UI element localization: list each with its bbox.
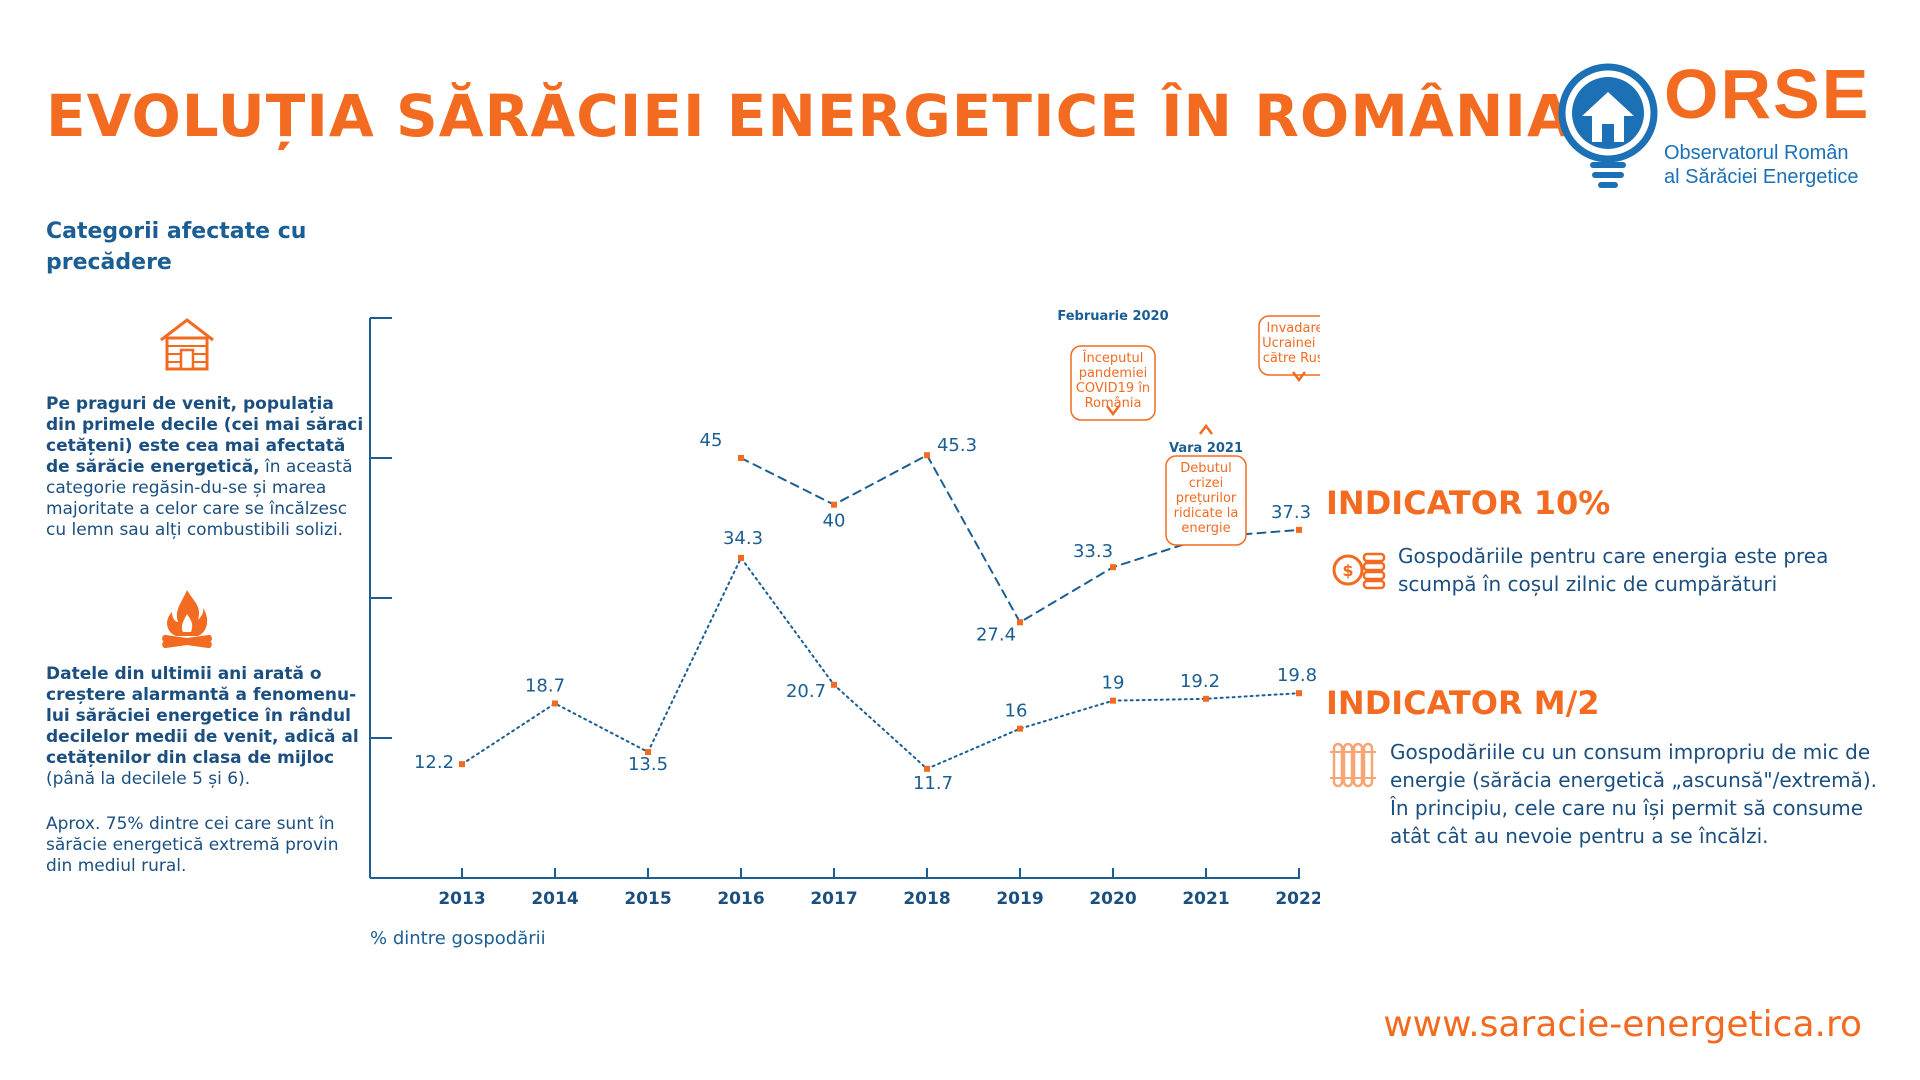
logo-brand: ORSE bbox=[1664, 55, 1871, 133]
data-label: 33.3 bbox=[1073, 541, 1113, 562]
sidebar-block-3: Aprox. 75% dintre cei care sunt în sărăc… bbox=[46, 814, 339, 876]
sidebar-block-1-rest: în această categorie regăsin-du-se și ma… bbox=[46, 457, 353, 540]
x-tick-label: 2015 bbox=[624, 889, 671, 909]
annotation-text: Invadarea bbox=[1267, 321, 1320, 336]
data-label: 11.7 bbox=[913, 773, 953, 794]
series-line-1 bbox=[461, 555, 1300, 770]
indicator-10-title: INDICATOR 10% bbox=[1326, 484, 1611, 522]
annotation-arrow bbox=[1292, 371, 1306, 383]
data-label: 45 bbox=[700, 430, 723, 451]
website-link[interactable]: www.saracie-energetica.ro bbox=[1383, 1004, 1862, 1045]
data-point bbox=[738, 455, 744, 461]
lightbulb-house-icon bbox=[1558, 63, 1658, 188]
annotation-date: Februarie 2020 bbox=[1057, 309, 1168, 324]
annotation-text: Ucrainei de bbox=[1262, 336, 1320, 351]
x-tick-label: 2022 bbox=[1275, 889, 1320, 909]
page-title: EVOLUȚIA SĂRĂCIEI ENERGETICE ÎN ROMÂNIA bbox=[46, 82, 1573, 150]
sidebar-block-2-rest: (până la decilele 5 și 6). bbox=[46, 769, 251, 789]
annotation-text: Începutul bbox=[1082, 350, 1144, 366]
annotation-text: crizei bbox=[1189, 476, 1224, 491]
data-label: 20.7 bbox=[786, 681, 826, 702]
indicator-m2-title: INDICATOR M/2 bbox=[1326, 684, 1600, 722]
data-point bbox=[1110, 697, 1116, 704]
sidebar-block-2: Datele din ultimii ani arată o creștere … bbox=[46, 664, 366, 790]
logo-subtitle-1: Observatorul Român bbox=[1664, 142, 1849, 164]
data-label: 27.4 bbox=[976, 624, 1016, 645]
data-point bbox=[1017, 725, 1023, 732]
logo-subtitle-2: al Sărăciei Energetice bbox=[1664, 166, 1859, 188]
annotation-text: COVID19 în bbox=[1076, 381, 1150, 396]
data-point bbox=[1296, 690, 1302, 697]
line-chart: 454045.327.433.336.537.312.218.713.534.3… bbox=[369, 309, 1320, 949]
data-point bbox=[831, 501, 837, 508]
chart-annotations: Februarie 2020 ÎnceputulpandemieiCOVID19 … bbox=[1057, 309, 1320, 546]
chart-x-ticks: 2013 2014 2015 2016 2017 2018 2019 2020 2021 2022 bbox=[438, 889, 1320, 909]
annotation-text: către Rusia bbox=[1263, 351, 1320, 366]
coins-icon: $ bbox=[1332, 552, 1386, 590]
sidebar-block-1-bold: Pe praguri de venit, populația din prime… bbox=[46, 394, 364, 477]
annotation-text: pandemiei bbox=[1079, 366, 1148, 381]
x-tick-label: 2021 bbox=[1182, 889, 1229, 909]
annotation-box bbox=[1258, 315, 1320, 376]
data-point bbox=[738, 554, 744, 561]
annotation-arrow bbox=[1106, 405, 1120, 417]
data-label: 45.3 bbox=[937, 435, 977, 456]
orse-logo: ORSE Observatorul Român al Sărăciei Ener… bbox=[1558, 55, 1868, 198]
data-point bbox=[1296, 526, 1302, 533]
x-tick-label: 2020 bbox=[1089, 889, 1136, 909]
data-label: 18.7 bbox=[525, 675, 565, 696]
indicator-10-desc: Gospodăriile pentru care energia este pr… bbox=[1398, 544, 1829, 596]
data-label: 34.3 bbox=[723, 528, 763, 549]
annotation-arrow bbox=[1199, 423, 1213, 435]
x-tick-label: 2017 bbox=[810, 889, 857, 909]
x-tick-label: 2013 bbox=[438, 889, 485, 909]
data-label: 13.5 bbox=[628, 754, 668, 775]
data-label: 16 bbox=[1005, 701, 1028, 722]
annotation-text: Debutul bbox=[1180, 461, 1231, 476]
annotation-text: România bbox=[1085, 396, 1142, 411]
annotation-date: Vara 2021 bbox=[1169, 441, 1243, 456]
indicator-10-block: INDICATOR 10% bbox=[1326, 484, 1610, 522]
data-point bbox=[459, 761, 465, 768]
data-point bbox=[1017, 619, 1023, 626]
chart-x-label: % dintre gospodării bbox=[370, 928, 546, 949]
data-point bbox=[924, 452, 930, 459]
annotation-box bbox=[1165, 455, 1247, 546]
data-label: 19.2 bbox=[1180, 671, 1220, 692]
data-point bbox=[924, 765, 930, 772]
data-point bbox=[552, 700, 558, 707]
data-label: 37.3 bbox=[1271, 502, 1311, 523]
annotation-text: energie bbox=[1181, 521, 1230, 536]
indicator-m2-desc: Gospodăriile cu un consum impropriu de m… bbox=[1390, 740, 1877, 848]
x-tick-label: 2018 bbox=[903, 889, 950, 909]
data-point bbox=[1110, 564, 1116, 571]
radiator-icon bbox=[1330, 742, 1376, 788]
house-icon bbox=[160, 318, 214, 371]
x-tick-label: 2016 bbox=[717, 889, 764, 909]
chart-value-labels: 454045.327.433.336.537.312.218.713.534.3… bbox=[414, 430, 1317, 794]
data-point bbox=[645, 749, 651, 755]
sidebar-block-1: Pe praguri de venit, populația din prime… bbox=[46, 394, 366, 541]
data-label: 12.2 bbox=[414, 752, 454, 773]
data-label: 19 bbox=[1102, 673, 1125, 694]
sidebar-block-2-bold: Datele din ultimii ani arată o creștere … bbox=[46, 664, 359, 768]
sidebar-heading: Categorii afectate cu precădere bbox=[46, 219, 307, 275]
x-tick-label: 2014 bbox=[531, 889, 578, 909]
x-tick-label: 2019 bbox=[996, 889, 1043, 909]
chart-axes bbox=[369, 317, 1300, 879]
data-point bbox=[1203, 695, 1209, 702]
indicator-m2-block: INDICATOR M/2 bbox=[1326, 684, 1600, 722]
data-label: 19.8 bbox=[1277, 665, 1317, 686]
annotation-text: ridicate la bbox=[1174, 506, 1239, 521]
annotation-text: prețurilor bbox=[1176, 491, 1237, 506]
fire-icon bbox=[162, 590, 212, 648]
data-point bbox=[831, 681, 837, 688]
svg-text:$: $ bbox=[1342, 561, 1353, 580]
annotation-box bbox=[1070, 345, 1156, 421]
data-label: 40 bbox=[823, 511, 846, 532]
